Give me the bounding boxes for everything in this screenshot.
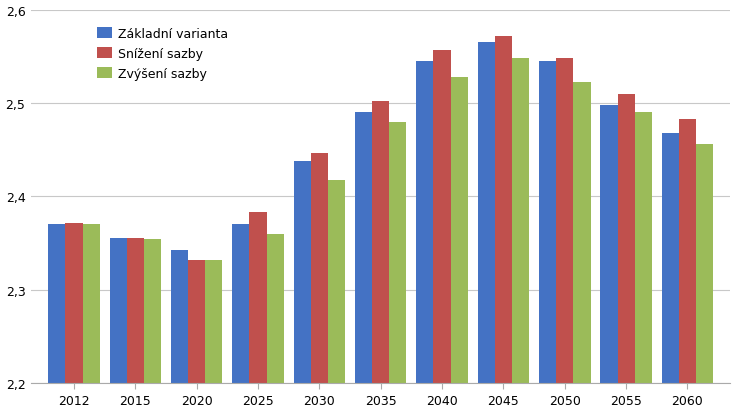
Bar [417, 62, 434, 383]
Legend: Základní varianta, Snížení sazby, Zvýšení sazby: Základní varianta, Snížení sazby, Zvýšen… [93, 24, 232, 84]
Bar [171, 250, 188, 383]
Bar [127, 239, 144, 383]
Bar [450, 78, 468, 383]
Bar [66, 223, 82, 383]
Bar [110, 239, 127, 383]
Bar [679, 120, 696, 383]
Bar [266, 234, 284, 383]
Bar [355, 113, 372, 383]
Bar [250, 213, 266, 383]
Bar [233, 225, 250, 383]
Bar [539, 62, 556, 383]
Bar [696, 145, 713, 383]
Bar [556, 59, 573, 383]
Bar [372, 102, 389, 383]
Bar [662, 133, 679, 383]
Bar [188, 260, 205, 383]
Bar [311, 153, 328, 383]
Bar [495, 37, 512, 383]
Bar [478, 43, 495, 383]
Bar [294, 161, 311, 383]
Bar [48, 225, 66, 383]
Bar [144, 240, 161, 383]
Bar [205, 260, 222, 383]
Bar [601, 106, 618, 383]
Bar [618, 95, 634, 383]
Bar [82, 225, 99, 383]
Bar [512, 59, 529, 383]
Bar [573, 83, 590, 383]
Bar [634, 113, 652, 383]
Bar [389, 122, 406, 383]
Bar [434, 51, 450, 383]
Bar [328, 180, 345, 383]
